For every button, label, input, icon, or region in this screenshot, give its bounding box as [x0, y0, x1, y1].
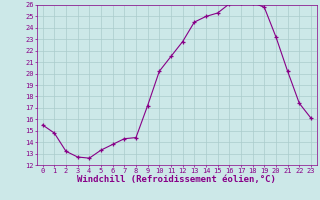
X-axis label: Windchill (Refroidissement éolien,°C): Windchill (Refroidissement éolien,°C)	[77, 175, 276, 184]
